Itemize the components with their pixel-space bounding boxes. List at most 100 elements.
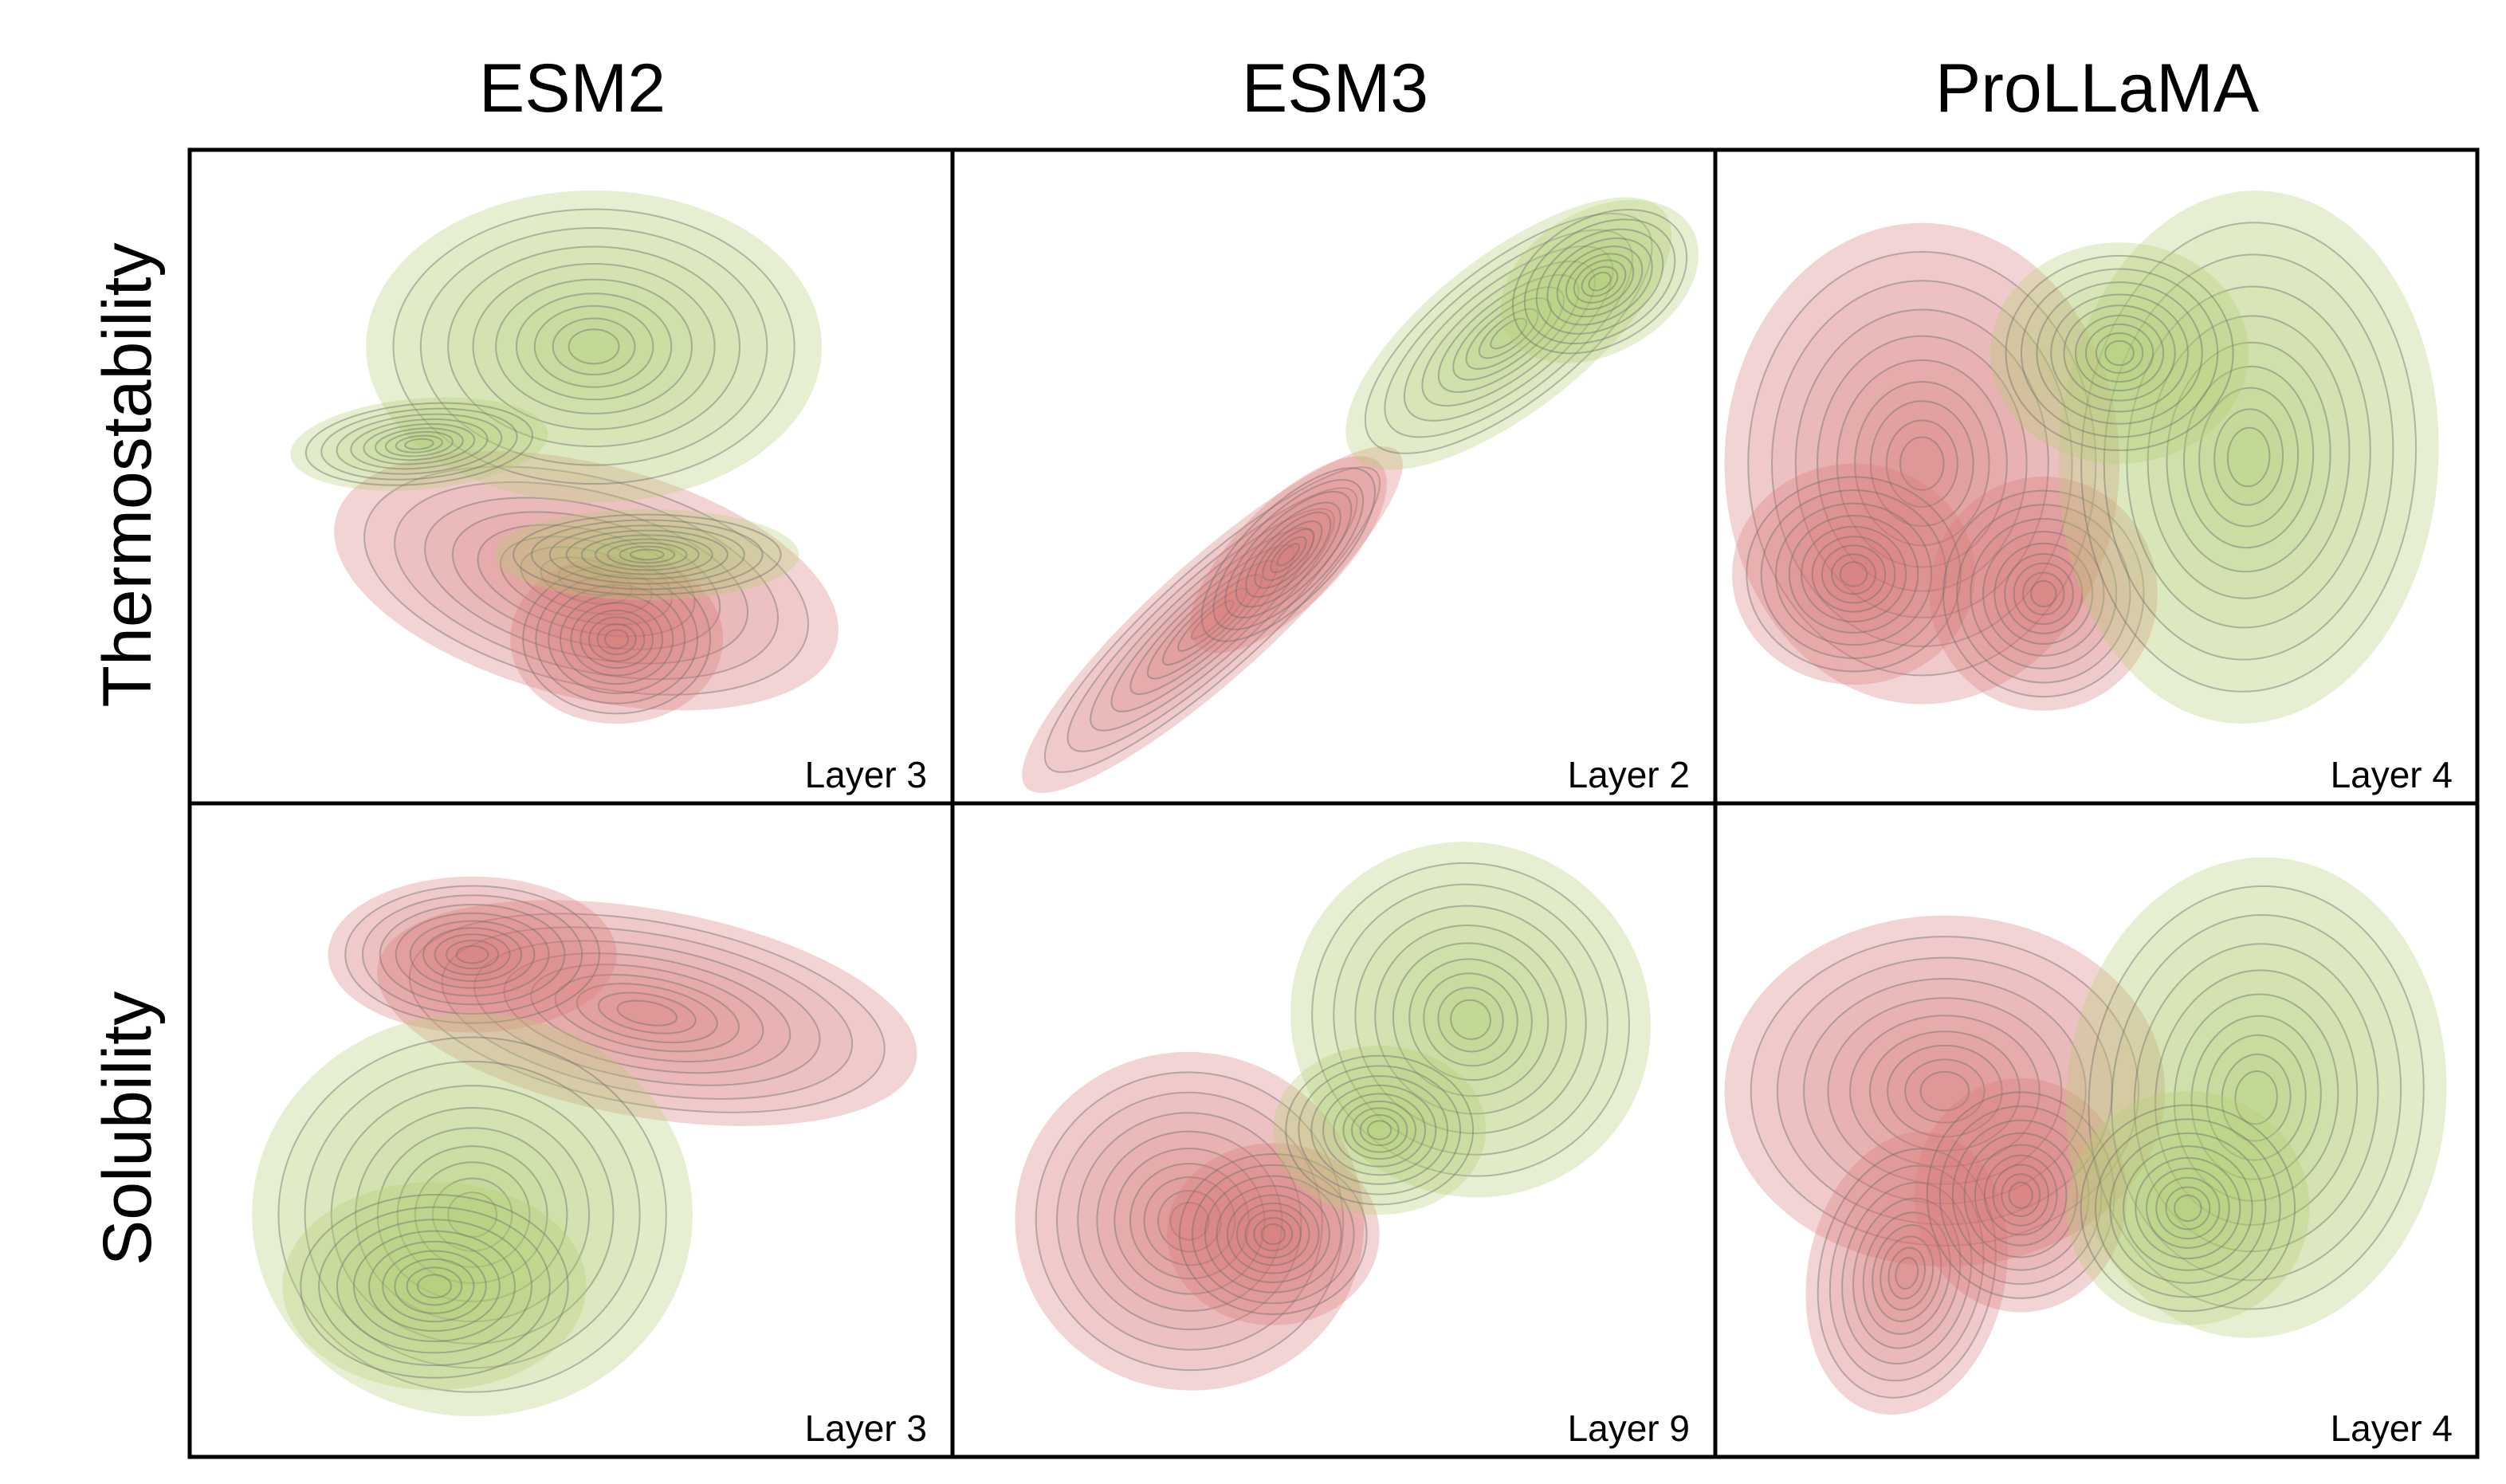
green-contour-level [406, 1266, 463, 1306]
red-contour-level [1056, 1091, 1323, 1351]
red-contour-level [604, 629, 630, 650]
green-contour-level [304, 402, 533, 486]
green-contour-level [1359, 1113, 1400, 1147]
red-contour-level [2008, 1181, 2033, 1209]
red-contour-level [1212, 479, 1365, 630]
red-contour-level [1724, 915, 2166, 1267]
green-contour-level [607, 542, 688, 567]
red-contour-level [1862, 1211, 1951, 1335]
red-contour-level [409, 920, 536, 989]
red-contour-level [1066, 487, 1358, 752]
green-contour-level [1423, 972, 1518, 1067]
green-contour-level [1437, 987, 1504, 1053]
red-contour-level [1177, 587, 1248, 652]
red-contour-level [1816, 335, 2028, 592]
green-contour-level [1546, 237, 1653, 326]
layer-label: Layer 2 [1568, 754, 1690, 795]
green-contour-level [2155, 1176, 2221, 1240]
red-contour-level [1770, 280, 2073, 648]
green-contour-level [1490, 317, 1528, 350]
red-contour-level [1043, 466, 1381, 773]
red-contour-level [1788, 514, 1919, 634]
red-contour-level [441, 926, 854, 1100]
green-contour-level [580, 534, 713, 575]
green-contour-level [1345, 197, 1672, 470]
green-contour-level [277, 1036, 667, 1393]
green-contour-level [396, 1145, 548, 1285]
red-contour-level [1970, 517, 2118, 669]
red-contour-level [1191, 1164, 1355, 1305]
red-contour-level [363, 465, 809, 696]
red-contour-level [1114, 1147, 1266, 1295]
red-contour-level [1879, 1235, 1934, 1311]
green-density-contours [1345, 197, 1699, 470]
green-density-contours [1990, 190, 2439, 724]
red-contour-level [1245, 511, 1332, 599]
green-contour-level [395, 434, 443, 453]
green-contour-level [2135, 1156, 2241, 1260]
red-contour-level [575, 983, 718, 1043]
green-contour-level [376, 1127, 568, 1302]
green-contour-level [2146, 1167, 2230, 1249]
red-contour-level [1270, 536, 1307, 574]
red-contour-level [1224, 490, 1353, 618]
green-contour-level [2126, 285, 2371, 629]
red-contour-level [1849, 1015, 2041, 1168]
red-contour-level [1869, 400, 1974, 528]
red-contour-level [1938, 1105, 2103, 1286]
red-contour-level [328, 876, 617, 1033]
layer-label: Layer 4 [2331, 754, 2453, 795]
green-contour-level [1501, 199, 1699, 363]
red-contour-level [1974, 1144, 2068, 1246]
red-contour-level [1189, 456, 1387, 654]
red-density-contours [1724, 915, 2166, 1415]
green-contour-level [431, 1177, 513, 1252]
red-contour-level [1887, 1044, 2003, 1138]
red-contour-level [1887, 1246, 1927, 1300]
green-contour-level [2088, 885, 2425, 1310]
green-contour-level [384, 430, 454, 457]
red-contour-level [1983, 1154, 2058, 1236]
red-contour-level [1956, 504, 2131, 684]
red-contour-level [510, 554, 724, 724]
green-contour-level [1311, 862, 1630, 1177]
green-contour-level [1452, 286, 1565, 381]
red-contour-level [2004, 552, 2084, 634]
green-contour-level [2133, 943, 2379, 1253]
red-contour-level [1811, 536, 1896, 613]
green-contour-level [1511, 209, 1688, 355]
green-contour-level [530, 519, 764, 591]
red-contour-level [1899, 436, 1945, 491]
red-contour-level [1868, 1031, 2021, 1152]
red-contour-level [1760, 489, 1947, 659]
green-contour-level [352, 1230, 516, 1343]
green-contour-level [1273, 1045, 1487, 1215]
green-contour-level [368, 1240, 501, 1332]
column-title-prollama: ProLLaMA [1934, 50, 2260, 127]
green-contour-level [1478, 308, 1539, 359]
layer-label: Layer 3 [805, 1407, 927, 1449]
green-contour-level [2084, 323, 2154, 383]
green-contour-level [447, 245, 741, 448]
green-contour-level [336, 1219, 532, 1354]
green-contour-level [1298, 1065, 1462, 1195]
red-contour-level [1926, 1091, 2115, 1299]
green-contour-level [2221, 1053, 2292, 1142]
red-contour-level [1129, 1163, 1250, 1280]
green-contour-level [2020, 268, 2219, 438]
red-contour-level [379, 904, 566, 1006]
green-contour-level [1437, 273, 1580, 393]
green-contour-level [533, 304, 654, 388]
red-contour-level [473, 940, 821, 1086]
red-contour-level [1110, 527, 1314, 713]
red-density-contours [1015, 1051, 1380, 1391]
red-contour-level [1885, 419, 1958, 508]
red-contour-level [554, 973, 740, 1053]
red-contour-level [2030, 579, 2057, 608]
green-contour-level [2058, 190, 2439, 724]
red-contour-level [1750, 936, 2140, 1246]
red-contour-level [377, 900, 917, 1126]
green-contour-level [2094, 1118, 2281, 1298]
red-contour-level [455, 944, 489, 964]
